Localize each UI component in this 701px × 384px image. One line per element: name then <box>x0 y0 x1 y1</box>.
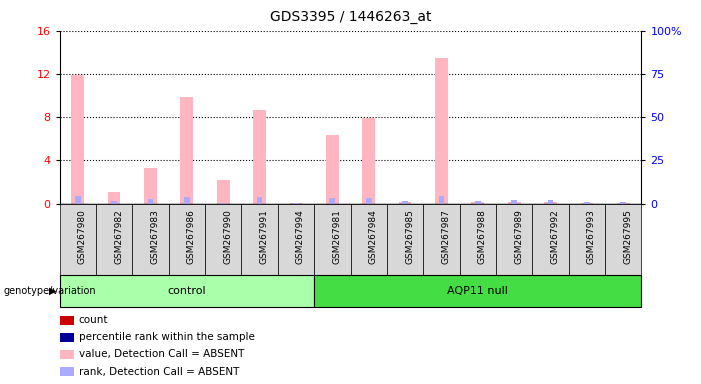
Bar <box>60 367 74 376</box>
Text: GSM267990: GSM267990 <box>223 209 232 264</box>
Bar <box>423 204 460 275</box>
Bar <box>60 204 96 275</box>
Bar <box>217 180 230 204</box>
Bar <box>257 197 262 204</box>
Text: GSM267991: GSM267991 <box>259 209 268 264</box>
Bar <box>293 203 299 204</box>
Bar <box>605 204 641 275</box>
Bar <box>584 202 590 204</box>
Text: GSM267984: GSM267984 <box>369 209 378 264</box>
Bar <box>184 197 190 204</box>
Bar <box>111 200 117 204</box>
Bar <box>532 204 569 275</box>
Bar <box>387 204 423 275</box>
Text: AQP11 null: AQP11 null <box>447 286 508 296</box>
Bar <box>547 200 553 204</box>
Text: GSM267986: GSM267986 <box>187 209 196 264</box>
Text: GSM267994: GSM267994 <box>296 209 305 264</box>
Bar <box>205 204 241 275</box>
Bar <box>439 196 444 204</box>
Bar <box>617 203 629 204</box>
Bar <box>402 201 408 204</box>
Bar <box>314 275 641 307</box>
Bar <box>544 202 557 204</box>
Text: control: control <box>168 286 206 296</box>
Bar <box>60 316 74 324</box>
Bar <box>508 202 521 204</box>
Text: percentile rank within the sample: percentile rank within the sample <box>79 332 254 342</box>
Text: GSM267982: GSM267982 <box>114 209 123 264</box>
Bar <box>169 204 205 275</box>
Bar <box>60 333 74 342</box>
Bar <box>569 204 605 275</box>
Bar <box>620 202 626 204</box>
Bar <box>72 75 84 204</box>
Bar <box>241 204 278 275</box>
Bar <box>496 204 532 275</box>
Text: value, Detection Call = ABSENT: value, Detection Call = ABSENT <box>79 349 244 359</box>
Bar <box>475 201 481 204</box>
Text: GSM267993: GSM267993 <box>587 209 596 264</box>
Text: GSM267980: GSM267980 <box>78 209 87 264</box>
Bar <box>366 198 372 204</box>
Bar <box>96 204 132 275</box>
Text: genotype/variation: genotype/variation <box>4 286 96 296</box>
Text: GSM267989: GSM267989 <box>514 209 523 264</box>
Text: GSM267988: GSM267988 <box>478 209 486 264</box>
Bar <box>314 204 350 275</box>
Text: GSM267983: GSM267983 <box>151 209 160 264</box>
Text: GSM267995: GSM267995 <box>623 209 632 264</box>
Text: GSM267981: GSM267981 <box>332 209 341 264</box>
Bar <box>60 275 314 307</box>
Bar <box>253 109 266 204</box>
Bar <box>329 198 335 204</box>
Bar <box>471 202 484 204</box>
Bar <box>362 118 375 204</box>
Bar <box>148 199 154 204</box>
Bar <box>350 204 387 275</box>
Bar <box>180 97 193 204</box>
Bar <box>278 204 314 275</box>
Bar <box>511 200 517 204</box>
Bar <box>75 196 81 204</box>
Bar <box>435 58 448 204</box>
Bar <box>460 204 496 275</box>
Text: rank, Detection Call = ABSENT: rank, Detection Call = ABSENT <box>79 366 239 377</box>
Bar <box>580 203 593 204</box>
Bar <box>399 202 411 204</box>
Bar <box>108 192 121 204</box>
Text: count: count <box>79 314 109 325</box>
Text: GSM267987: GSM267987 <box>442 209 451 264</box>
Bar <box>132 204 169 275</box>
Bar <box>290 203 302 204</box>
Bar <box>144 168 157 204</box>
Text: GSM267992: GSM267992 <box>550 209 559 264</box>
Text: ▶: ▶ <box>48 286 56 296</box>
Text: GSM267985: GSM267985 <box>405 209 414 264</box>
Bar <box>326 136 339 204</box>
Bar <box>60 350 74 359</box>
Text: GDS3395 / 1446263_at: GDS3395 / 1446263_at <box>270 10 431 23</box>
Bar <box>220 203 226 204</box>
